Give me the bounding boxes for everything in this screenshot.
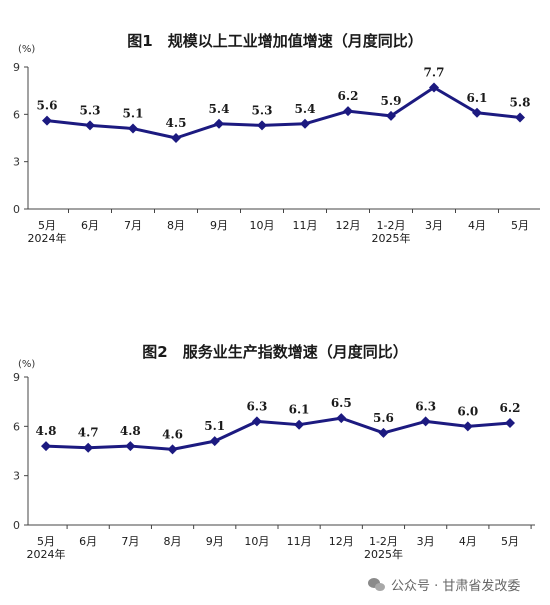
x-tick-label: 7月 <box>124 219 142 232</box>
data-label: 5.6 <box>373 411 394 425</box>
data-point <box>472 107 482 118</box>
data-point <box>343 106 353 117</box>
data-point <box>420 416 431 427</box>
data-point <box>128 123 138 134</box>
x-tick-label: 1-2月 <box>377 219 406 232</box>
data-point <box>515 112 525 123</box>
data-label: 6.3 <box>415 399 436 413</box>
x-year-label: 2024年 <box>28 231 67 245</box>
x-year-label: 2025年 <box>372 231 411 245</box>
data-point <box>251 416 262 427</box>
data-point <box>257 120 267 131</box>
x-tick-label: 7月 <box>121 535 139 548</box>
data-point <box>85 120 95 131</box>
data-point <box>42 115 52 126</box>
y-tick-label: 0 <box>13 519 20 532</box>
x-tick-label: 5月 <box>511 219 529 232</box>
series-line <box>46 86 521 140</box>
wechat-icon <box>368 577 385 592</box>
x-tick-label: 3月 <box>417 535 435 548</box>
data-point <box>462 421 473 432</box>
x-tick-label: 8月 <box>164 535 182 548</box>
data-point <box>300 118 310 129</box>
x-tick-label: 5月 <box>37 535 55 548</box>
x-tick-label: 11月 <box>293 219 318 232</box>
chart-title: 图1 规模以上工业增加值增速（月度同比） <box>127 32 422 50</box>
data-point <box>386 110 396 121</box>
x-tick-label: 4月 <box>468 219 486 232</box>
data-point <box>41 441 51 452</box>
x-tick-label: 6月 <box>79 535 97 548</box>
data-label: 7.7 <box>424 66 445 80</box>
x-tick-label: 5月 <box>38 219 56 232</box>
watermark: 公众号 · 甘肃省发改委 <box>368 575 520 594</box>
data-point <box>167 444 178 455</box>
x-tick-label: 6月 <box>81 219 99 232</box>
data-point <box>294 419 305 430</box>
data-label: 6.0 <box>457 404 478 418</box>
data-point <box>214 118 224 129</box>
y-unit-label: (%) <box>18 359 35 370</box>
data-point <box>505 418 515 429</box>
data-label: 6.1 <box>467 91 488 105</box>
x-tick-label: 9月 <box>210 219 228 232</box>
y-unit-label: (%) <box>18 44 35 55</box>
y-tick-label: 9 <box>13 61 20 74</box>
y-tick-label: 0 <box>13 203 20 216</box>
data-label: 4.8 <box>120 424 141 438</box>
data-label: 5.4 <box>295 102 316 116</box>
data-label: 6.2 <box>500 401 521 415</box>
data-label: 4.8 <box>36 424 57 438</box>
y-tick-label: 6 <box>13 108 20 121</box>
data-label: 5.6 <box>37 99 58 113</box>
data-point <box>125 441 136 452</box>
data-label: 6.2 <box>338 89 359 103</box>
x-tick-label: 11月 <box>287 535 312 548</box>
data-label: 6.1 <box>289 403 310 417</box>
data-label: 6.5 <box>331 396 352 410</box>
data-point <box>429 82 439 93</box>
data-label: 5.3 <box>252 103 273 117</box>
x-tick-label: 1-2月 <box>369 535 398 548</box>
y-tick-label: 9 <box>13 371 20 384</box>
y-tick-label: 3 <box>13 470 20 483</box>
x-tick-label: 10月 <box>250 219 275 232</box>
chart-title: 图2 服务业生产指数增速（月度同比） <box>142 343 407 361</box>
y-tick-label: 6 <box>13 420 20 433</box>
data-point <box>336 413 347 424</box>
x-year-label: 2025年 <box>364 547 403 561</box>
data-label: 5.8 <box>510 95 531 109</box>
data-point <box>171 133 181 143</box>
data-label: 4.5 <box>166 116 187 130</box>
data-label: 4.7 <box>78 426 99 440</box>
data-point <box>378 427 389 438</box>
data-point <box>83 442 94 453</box>
x-tick-label: 5月 <box>501 535 519 548</box>
x-year-label: 2024年 <box>27 547 66 561</box>
data-label: 5.9 <box>381 94 402 108</box>
data-label: 5.1 <box>204 419 225 433</box>
watermark-text: 公众号 · 甘肃省发改委 <box>391 579 521 594</box>
data-label: 5.3 <box>80 103 101 117</box>
data-label: 4.6 <box>162 427 183 441</box>
x-tick-label: 3月 <box>425 219 443 232</box>
y-tick-label: 3 <box>13 156 20 169</box>
x-tick-label: 9月 <box>206 535 224 548</box>
x-tick-label: 12月 <box>336 219 361 232</box>
data-label: 6.3 <box>246 399 267 413</box>
x-tick-label: 12月 <box>329 535 354 548</box>
x-tick-label: 8月 <box>167 219 185 232</box>
data-label: 5.4 <box>209 102 230 116</box>
data-label: 5.1 <box>123 107 144 121</box>
x-tick-label: 4月 <box>459 535 477 548</box>
data-point <box>209 436 220 447</box>
x-tick-label: 10月 <box>244 535 269 548</box>
series-line <box>45 416 511 451</box>
